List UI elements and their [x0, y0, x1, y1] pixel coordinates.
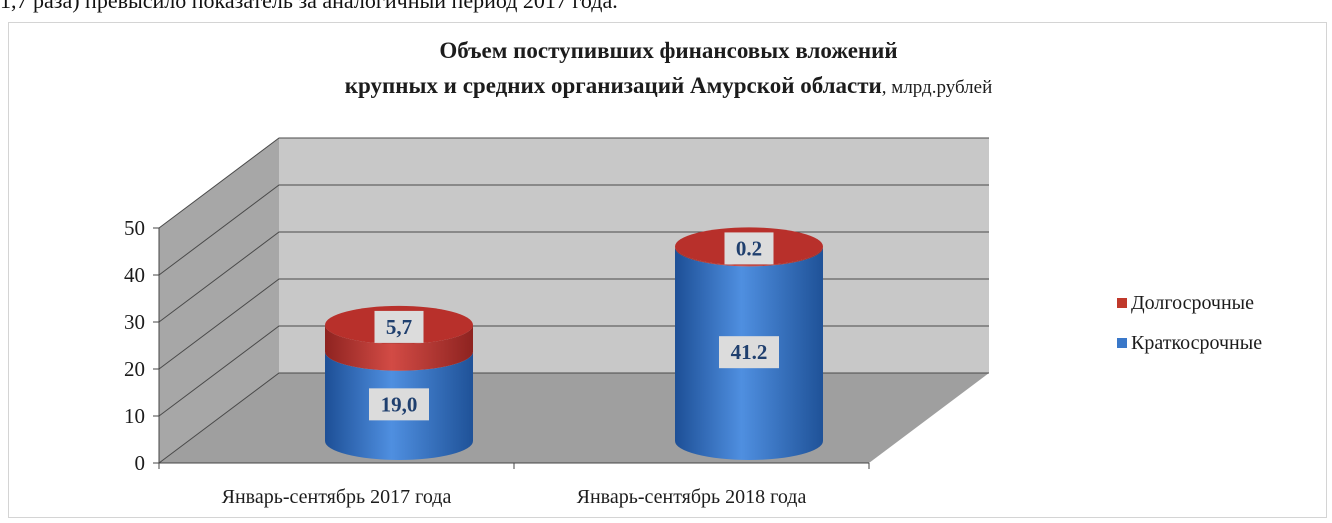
gridline — [158, 184, 989, 276]
y-tick-label: 40 — [124, 263, 145, 287]
chart-title-unit: , млрд.рублей — [881, 77, 993, 98]
chart-title-line1: Объем поступивших финансовых вложений — [439, 38, 898, 63]
legend-label-long-term: Долгосрочные — [1131, 291, 1254, 314]
x-tick-label: Январь-сентябрь 2017 года — [222, 486, 452, 508]
data-label-bg — [369, 388, 429, 421]
y-tick-label: 30 — [124, 310, 145, 334]
x-tick-label: Январь-сентябрь 2018 года — [577, 486, 807, 508]
y-tick-label: 20 — [124, 357, 145, 381]
chart-title: Объем поступивших финансовых вложений кр… — [9, 33, 1328, 105]
chart-legend: Долгосрочные Краткосрочные — [1117, 283, 1262, 363]
chart-floor — [159, 373, 989, 463]
y-tick-label: 50 — [124, 216, 145, 240]
y-tick-label: 0 — [135, 451, 146, 475]
legend-swatch-long-term — [1117, 298, 1127, 308]
legend-item-short-term: Краткосрочные — [1117, 323, 1262, 363]
chart-side-wall — [159, 138, 279, 463]
data-label-long-term-2: 0.2 — [736, 236, 762, 260]
legend-label-short-term: Краткосрочные — [1131, 331, 1263, 354]
chart-plot: 0 10 20 30 40 50 Январь-сентябрь 2017 года Янва… — [124, 137, 989, 508]
data-label-bg — [724, 232, 774, 265]
legend-swatch-short-term — [1117, 338, 1127, 348]
page-top-text: 1,7 раза) превысило показатель за аналог… — [0, 0, 618, 13]
legend-item-long-term: Долгосрочные — [1117, 283, 1262, 323]
data-label-short-term-1: 19,0 — [381, 392, 418, 416]
gridline — [158, 137, 989, 229]
chart-title-line2: крупных и средних организаций Амурской о… — [344, 73, 993, 98]
data-label-long-term-1: 5,7 — [386, 315, 412, 339]
chart-frame: Объем поступивших финансовых вложений кр… — [8, 22, 1327, 518]
y-tick-label: 10 — [124, 404, 145, 428]
bar-long-term-1 — [325, 324, 473, 371]
data-label-short-term-2: 41.2 — [731, 340, 768, 364]
data-label-bg — [374, 310, 424, 343]
data-label-bg — [719, 336, 779, 369]
